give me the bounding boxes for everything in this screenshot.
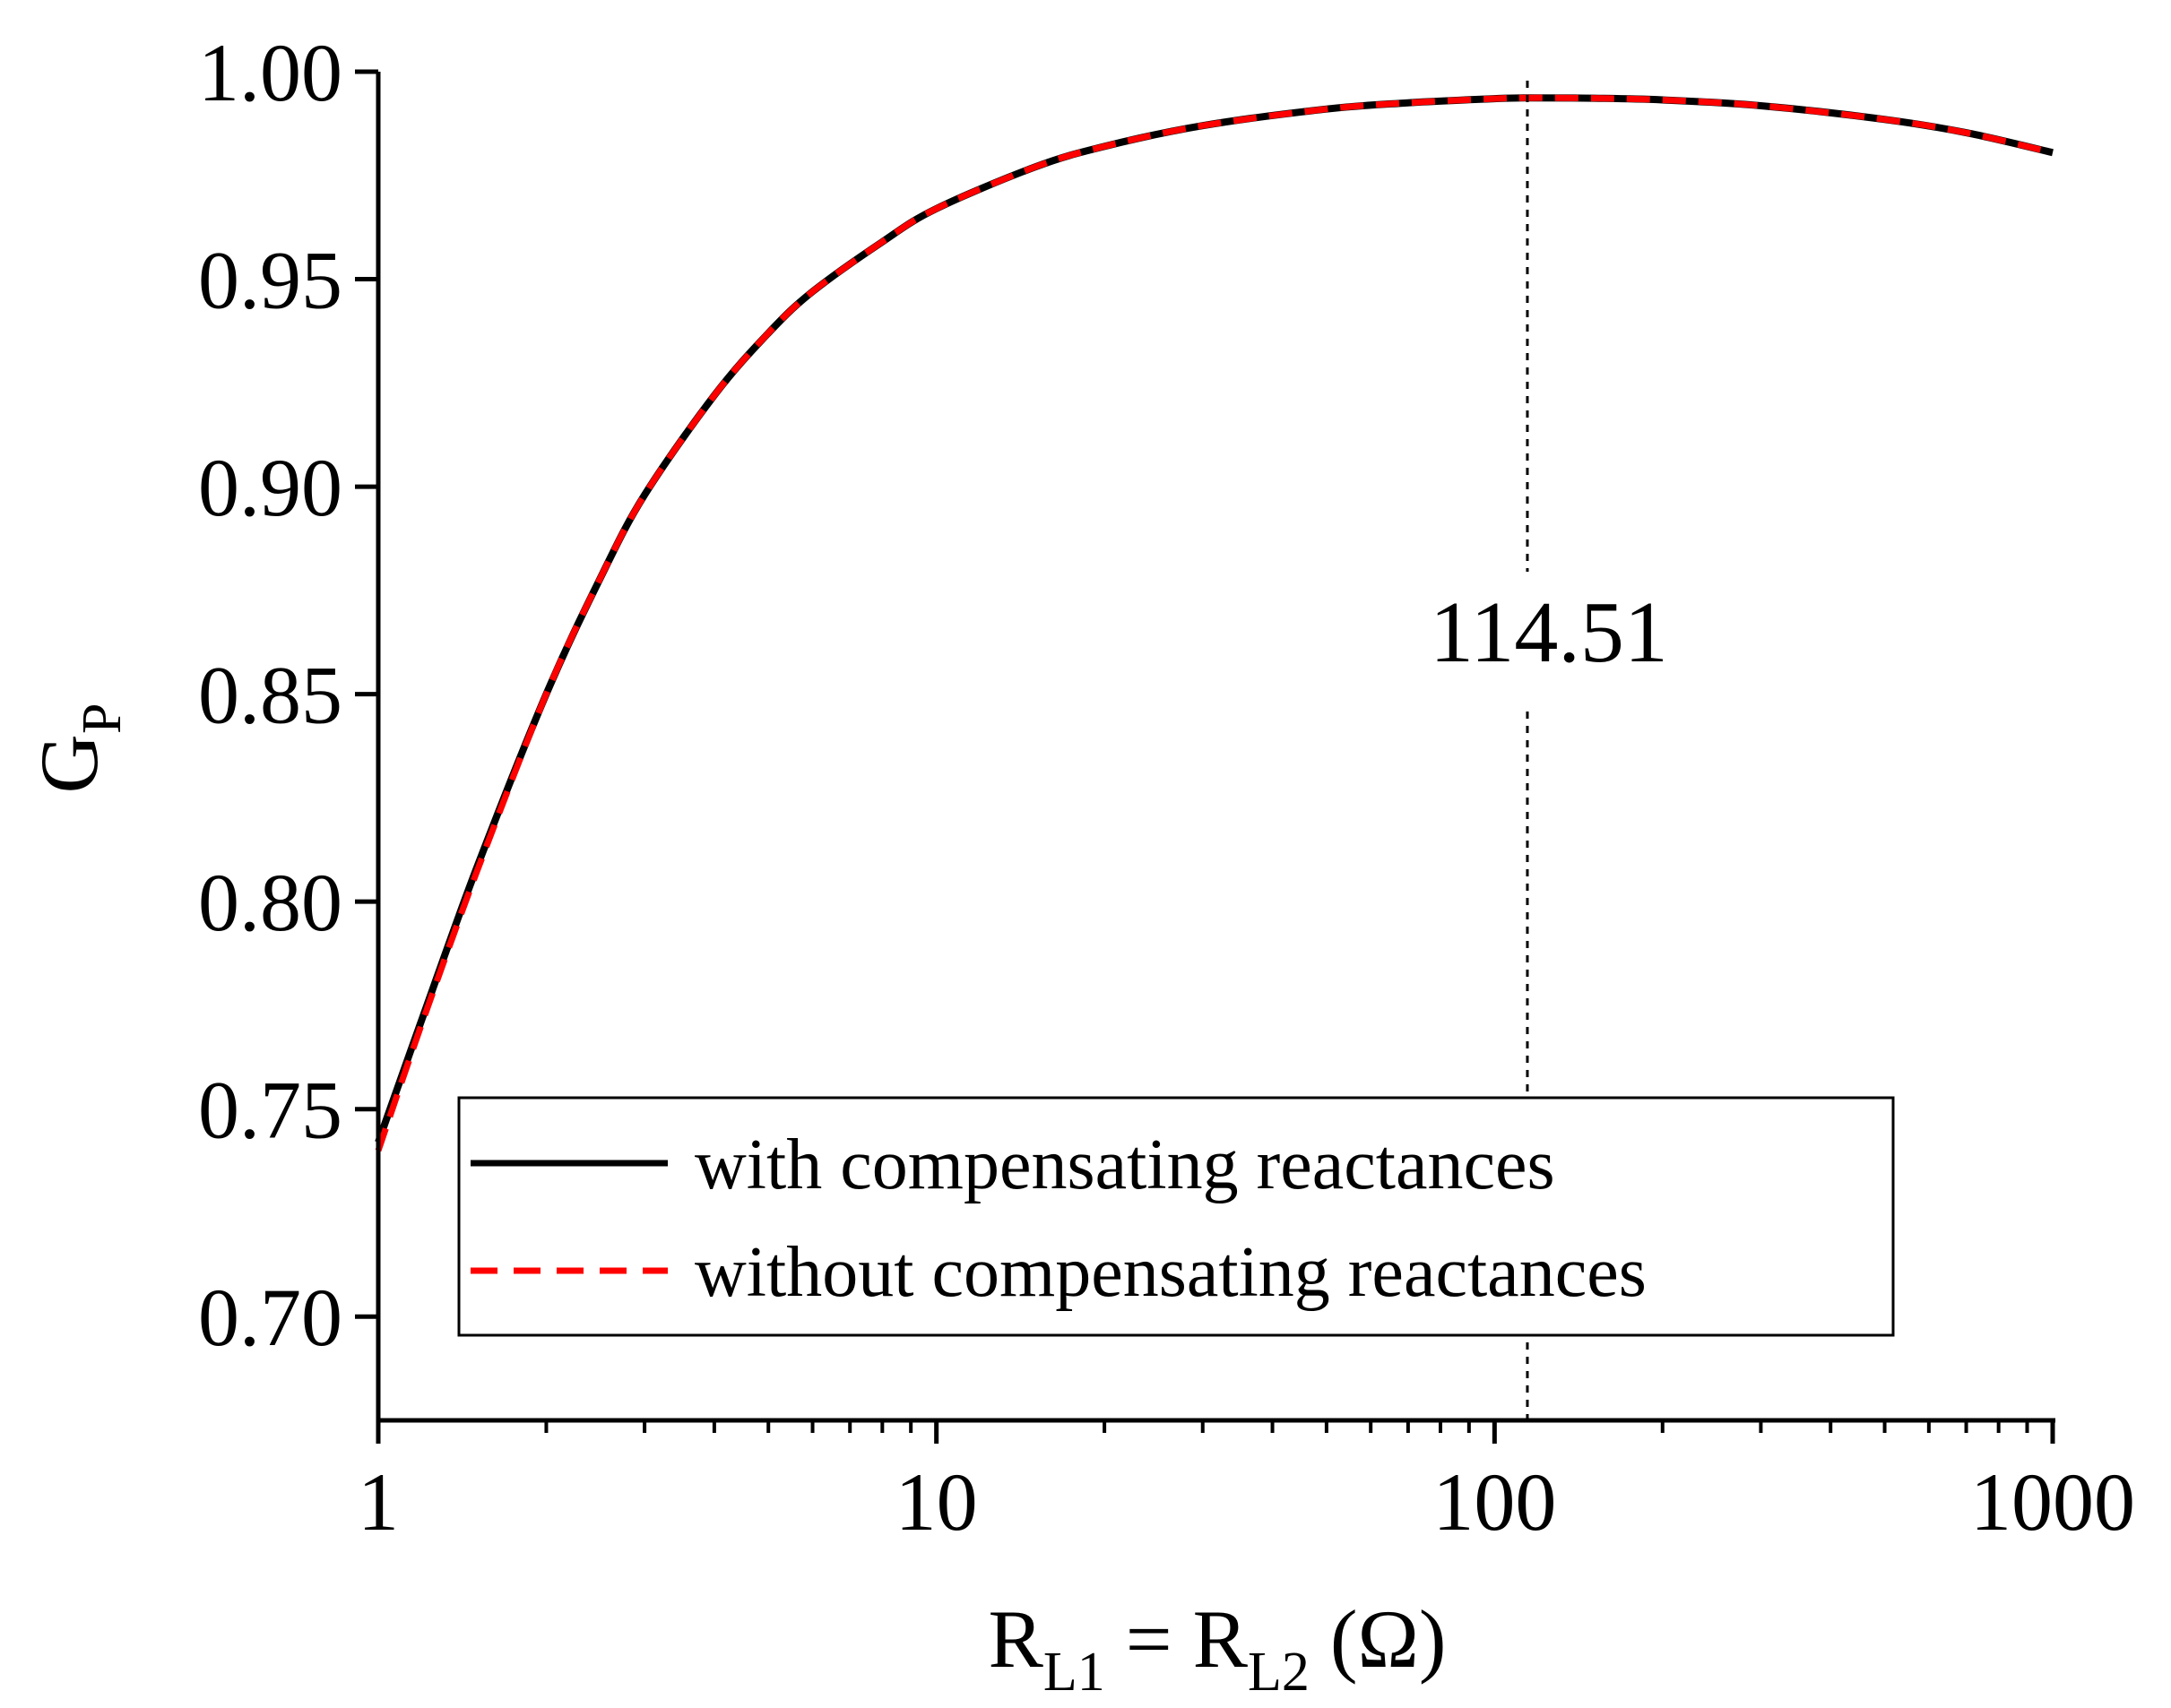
legend-label-with: with compensating reactances <box>695 1126 1555 1204</box>
x-tick-label: 1 <box>358 1456 399 1548</box>
y-tick-label: 0.90 <box>198 442 342 533</box>
x-axis-title: RL1 = RL2 (Ω) <box>988 1593 1446 1703</box>
y-axis-title: GP <box>23 703 133 794</box>
series-with-compensating-line <box>375 94 2054 1144</box>
legend-box <box>457 1096 1895 1337</box>
y-tick-label: 0.95 <box>198 235 342 326</box>
y-tick-label: 0.70 <box>198 1272 342 1363</box>
y-tick-label: 1.00 <box>198 27 342 118</box>
series-without-compensating-line <box>375 94 2054 1152</box>
y-tick-label: 0.75 <box>198 1065 342 1156</box>
optimum-marker-label: 114.51 <box>1430 584 1668 681</box>
x-tick-label: 100 <box>1432 1456 1556 1548</box>
legend: with compensating reactances without com… <box>457 1096 1895 1337</box>
y-tick-label: 0.85 <box>198 650 342 741</box>
x-tick-label: 10 <box>895 1456 978 1548</box>
legend-label-without: without compensating reactances <box>695 1233 1647 1312</box>
y-tick-label: 0.80 <box>198 857 342 948</box>
x-tick-label: 1000 <box>1970 1456 2135 1548</box>
optimum-marker-label-bg <box>1518 572 1536 706</box>
